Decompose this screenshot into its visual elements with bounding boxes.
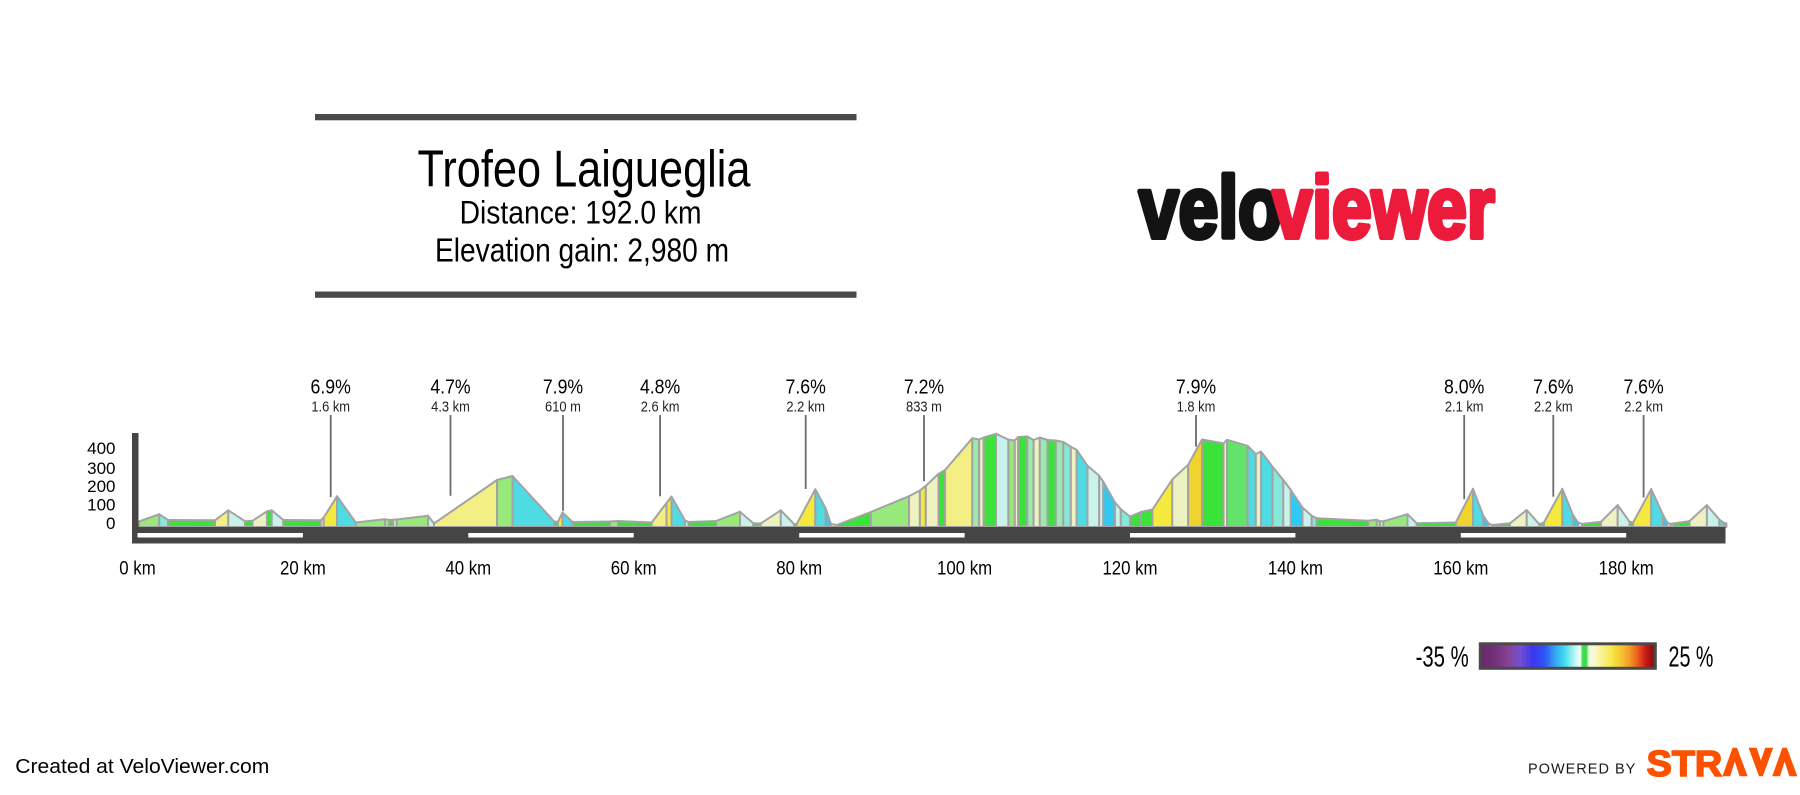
svg-text:40 km: 40 km xyxy=(445,559,491,580)
svg-text:Trofeo Laigueglia: Trofeo Laigueglia xyxy=(418,141,751,199)
svg-text:610 m: 610 m xyxy=(545,400,581,416)
svg-text:140 km: 140 km xyxy=(1268,559,1323,580)
svg-text:2.1 km: 2.1 km xyxy=(1445,400,1484,416)
svg-text:viewer: viewer xyxy=(1273,159,1495,256)
svg-text:7.9%: 7.9% xyxy=(543,377,583,399)
svg-text:60 km: 60 km xyxy=(611,559,657,580)
svg-text:100: 100 xyxy=(87,496,115,515)
svg-text:200: 200 xyxy=(87,477,115,496)
svg-text:7.6%: 7.6% xyxy=(786,377,826,399)
svg-text:0 km: 0 km xyxy=(119,559,155,580)
svg-text:7.9%: 7.9% xyxy=(1176,377,1216,399)
svg-text:velo: velo xyxy=(1139,159,1282,256)
svg-text:100 km: 100 km xyxy=(937,559,992,580)
svg-text:160 km: 160 km xyxy=(1433,559,1488,580)
svg-text:25 %: 25 % xyxy=(1669,642,1714,674)
svg-text:Elevation gain: 2,980 m: Elevation gain: 2,980 m xyxy=(435,232,729,269)
svg-text:POWERED BY: POWERED BY xyxy=(1528,762,1636,778)
svg-text:-35 %: -35 % xyxy=(1416,642,1469,674)
svg-text:120 km: 120 km xyxy=(1102,559,1157,580)
svg-text:80 km: 80 km xyxy=(776,559,822,580)
svg-text:20 km: 20 km xyxy=(280,559,326,580)
svg-text:7.6%: 7.6% xyxy=(1533,377,1573,399)
svg-text:400: 400 xyxy=(87,439,115,458)
svg-text:2.2 km: 2.2 km xyxy=(786,400,825,416)
svg-text:STR: STR xyxy=(1647,743,1723,784)
svg-text:2.2 km: 2.2 km xyxy=(1624,400,1663,416)
svg-text:8.0%: 8.0% xyxy=(1444,377,1484,399)
svg-text:300: 300 xyxy=(87,459,115,478)
svg-text:4.7%: 4.7% xyxy=(430,377,470,399)
svg-text:4.8%: 4.8% xyxy=(640,377,680,399)
svg-text:2.2 km: 2.2 km xyxy=(1534,400,1573,416)
svg-text:7.6%: 7.6% xyxy=(1623,377,1663,399)
svg-text:1.8 km: 1.8 km xyxy=(1177,400,1216,416)
svg-text:833 m: 833 m xyxy=(906,400,942,416)
svg-text:4.3 km: 4.3 km xyxy=(431,400,470,416)
svg-text:0: 0 xyxy=(106,514,115,533)
svg-text:Created at VeloViewer.com: Created at VeloViewer.com xyxy=(15,755,269,778)
svg-text:6.9%: 6.9% xyxy=(311,377,351,399)
svg-text:1.6 km: 1.6 km xyxy=(311,400,350,416)
svg-text:180 km: 180 km xyxy=(1599,559,1654,580)
svg-text:Distance: 192.0 km: Distance: 192.0 km xyxy=(460,195,702,231)
svg-text:7.2%: 7.2% xyxy=(904,377,944,399)
svg-text:2.6 km: 2.6 km xyxy=(641,400,680,416)
